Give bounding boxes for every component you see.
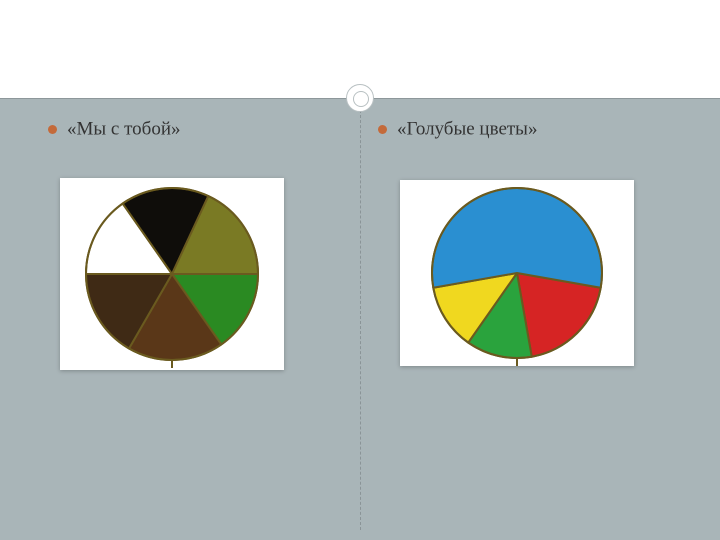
ring-ornament-icon <box>346 84 374 112</box>
right-pie-chart <box>400 180 634 366</box>
left-title-text: «Мы с тобой» <box>67 119 180 140</box>
bullet-icon <box>378 125 387 134</box>
left-chart-box <box>60 178 284 370</box>
right-title: «Голубые цветы» <box>378 118 537 141</box>
right-title-text: «Голубые цветы» <box>397 119 537 140</box>
vertical-divider <box>360 110 361 530</box>
left-pie-chart <box>60 178 284 370</box>
left-title: «Мы с тобой» <box>48 118 180 141</box>
bullet-icon <box>48 125 57 134</box>
slide: «Мы с тобой» «Голубые цветы» <box>0 0 720 540</box>
pie-slice <box>432 188 602 288</box>
right-chart-box <box>400 180 634 366</box>
